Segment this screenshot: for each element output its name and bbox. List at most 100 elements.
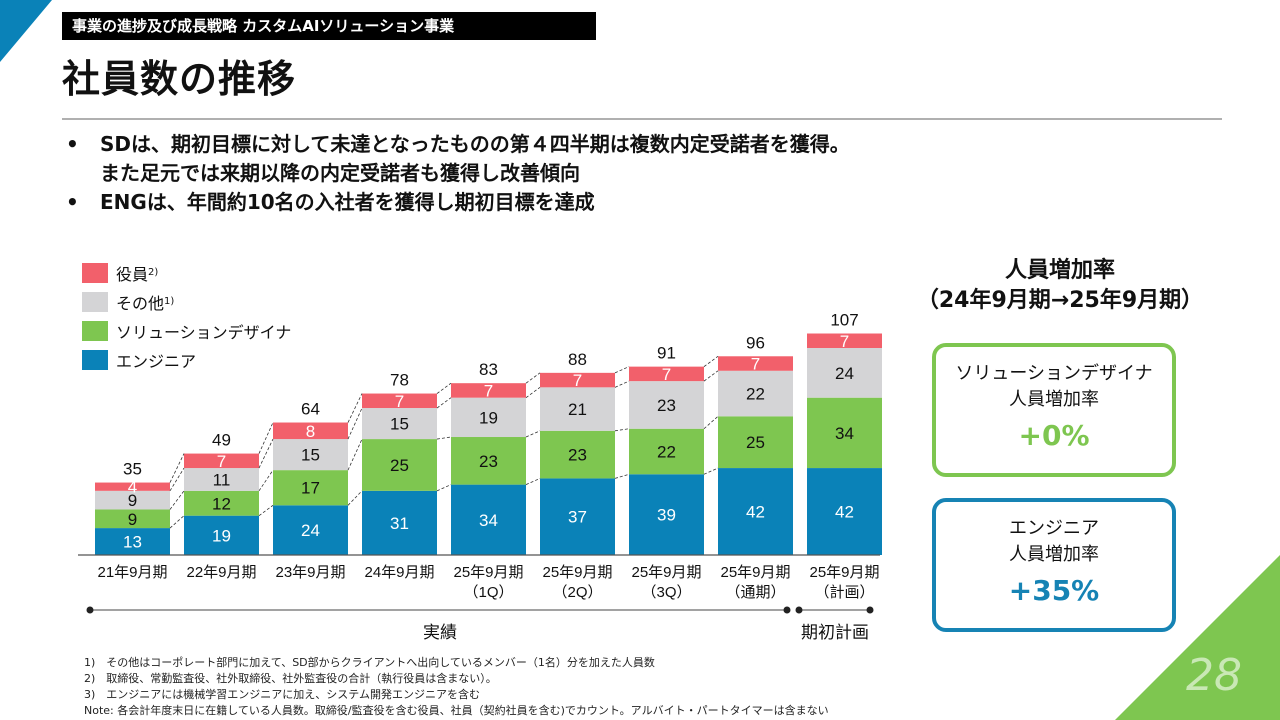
connector-line <box>703 355 719 367</box>
bar-segment-solution_designer <box>362 439 437 491</box>
data-label-solution_designer: 34 <box>835 424 854 443</box>
total-label: 83 <box>479 360 498 379</box>
legend-label: 役員 <box>116 264 149 284</box>
connector-line <box>169 467 185 492</box>
data-label-executives: 7 <box>484 381 493 400</box>
total-label: 91 <box>657 344 676 363</box>
legend-item-engineer: エンジニア <box>82 345 291 374</box>
bar-segment-executives <box>540 372 615 388</box>
footnote: Note: 各会計年度末日に在籍している人員数。取締役/監査役を含む役員、社員（… <box>84 704 829 717</box>
bar-segment-solution_designer <box>273 470 348 506</box>
bar-segment-executives <box>95 482 170 491</box>
x-tick-sublabel: （2Q） <box>552 584 602 601</box>
data-label-engineer: 24 <box>301 521 320 540</box>
period-marker <box>86 606 94 614</box>
legend-item-solution-designer: ソリューションデザイナ <box>82 316 291 345</box>
bar-segment-solution_designer <box>451 437 526 485</box>
data-label-engineer: 13 <box>123 533 142 552</box>
corner-decoration <box>0 0 52 62</box>
total-label: 107 <box>830 311 858 330</box>
data-label-engineer: 19 <box>212 526 231 545</box>
bar-segment-solution_designer <box>718 416 793 469</box>
total-label: 88 <box>568 350 587 369</box>
card-label: ソリューションデザイナ 人員増加率 <box>936 361 1172 413</box>
bar-segment-executives <box>184 453 259 469</box>
bar-segment-engineer <box>629 474 704 555</box>
period-label-actual: 実績 <box>423 623 457 642</box>
period-marker <box>795 606 803 614</box>
bar-segment-solution_designer <box>540 430 615 479</box>
x-tick-sublabel: （通期） <box>725 584 785 601</box>
data-label-others: 9 <box>128 491 137 510</box>
growth-rate-period: （24年9月期→25年9月期） <box>916 288 1204 313</box>
bullet-text: SDは、期初目標に対して未達となったものの第４四半期は複数内定受諾者を獲得。 <box>100 132 850 156</box>
data-label-executives: 7 <box>751 355 760 374</box>
data-label-engineer: 42 <box>746 503 765 522</box>
connector-line <box>258 422 274 454</box>
data-label-executives: 7 <box>395 392 404 411</box>
bar-segment-executives <box>362 393 437 409</box>
data-label-solution_designer: 17 <box>301 479 320 498</box>
bar-segment-executives <box>273 422 348 440</box>
data-label-engineer: 31 <box>390 514 409 533</box>
sd-growth-value: +0% <box>1018 419 1090 452</box>
bullet-icon: • <box>66 132 79 156</box>
connector-line <box>347 438 363 471</box>
title-divider <box>62 118 1222 120</box>
x-tick-label: 25年9月期 <box>542 564 612 581</box>
bar-segment-solution_designer <box>629 428 704 475</box>
bar-segment-solution_designer <box>807 397 882 469</box>
x-tick-label: 22年9月期 <box>186 564 256 581</box>
card-label-line: 人員増加率 <box>1009 389 1099 410</box>
bar-segment-engineer <box>184 515 259 555</box>
connector-line <box>436 436 452 440</box>
x-tick-sublabel: （3Q） <box>641 584 691 601</box>
connector-line <box>169 515 185 529</box>
data-label-executives: 7 <box>573 371 582 390</box>
bar-segment-others <box>629 381 704 429</box>
sd-growth-card: ソリューションデザイナ 人員増加率 +0% <box>932 343 1176 477</box>
bar-segment-others <box>184 468 259 491</box>
data-label-executives: 7 <box>662 365 671 384</box>
connector-line <box>614 428 630 432</box>
bar-segment-engineer <box>273 505 348 555</box>
legend-swatch <box>82 291 108 312</box>
connector-line <box>614 473 630 479</box>
x-tick-label: 21年9月期 <box>97 564 167 581</box>
page-number: 28 <box>1186 650 1242 701</box>
data-label-others: 23 <box>657 396 676 415</box>
legend-swatch <box>82 349 108 370</box>
bar-segment-others <box>807 348 882 398</box>
bullet-icon: • <box>66 190 79 214</box>
footnote: 2) 取締役、常勤監査役、社外取締役、社外監査役の合計（執行役員は含まない）。 <box>84 672 497 685</box>
x-tick-label: 25年9月期 <box>809 564 879 581</box>
x-tick-sublabel: （1Q） <box>463 584 513 601</box>
bar-segment-executives <box>451 383 526 398</box>
legend-item-others: その他 1) <box>82 287 291 316</box>
legend-footnote-ref: 2) <box>148 267 159 278</box>
data-label-executives: 4 <box>128 478 137 497</box>
connector-line <box>703 467 719 475</box>
bar-segment-others <box>540 387 615 431</box>
chart-legend: 役員 2) その他 1) ソリューションデザイナ エンジニア <box>82 258 291 374</box>
data-label-others: 22 <box>746 385 765 404</box>
card-label-line: ソリューションデザイナ <box>955 363 1153 384</box>
period-marker <box>866 606 874 614</box>
data-label-engineer: 39 <box>657 506 676 525</box>
data-label-others: 15 <box>301 446 320 465</box>
page-title: 社員数の推移 <box>62 57 297 101</box>
card-label: エンジニア 人員増加率 <box>936 516 1172 568</box>
bar-segment-executives <box>718 356 793 371</box>
data-label-executives: 7 <box>840 332 849 351</box>
bar-segment-solution_designer <box>184 490 259 516</box>
data-label-solution_designer: 22 <box>657 443 676 462</box>
connector-line <box>258 504 274 516</box>
bullet-item: • ENGは、年間約10名の入社者を獲得し期初目標を達成 <box>66 188 850 217</box>
x-tick-label: 24年9月期 <box>364 564 434 581</box>
section-label: 事業の進捗及び成長戦略 カスタムAIソリューション事業 <box>62 12 596 40</box>
legend-label: ソリューションデザイナ <box>116 322 292 342</box>
bullet-text: ENGは、年間約10名の入社者を獲得し期初目標を達成 <box>100 190 595 214</box>
data-label-solution_designer: 23 <box>568 446 587 465</box>
bar-segment-engineer <box>362 490 437 555</box>
engineer-growth-value: +35% <box>1008 574 1100 607</box>
